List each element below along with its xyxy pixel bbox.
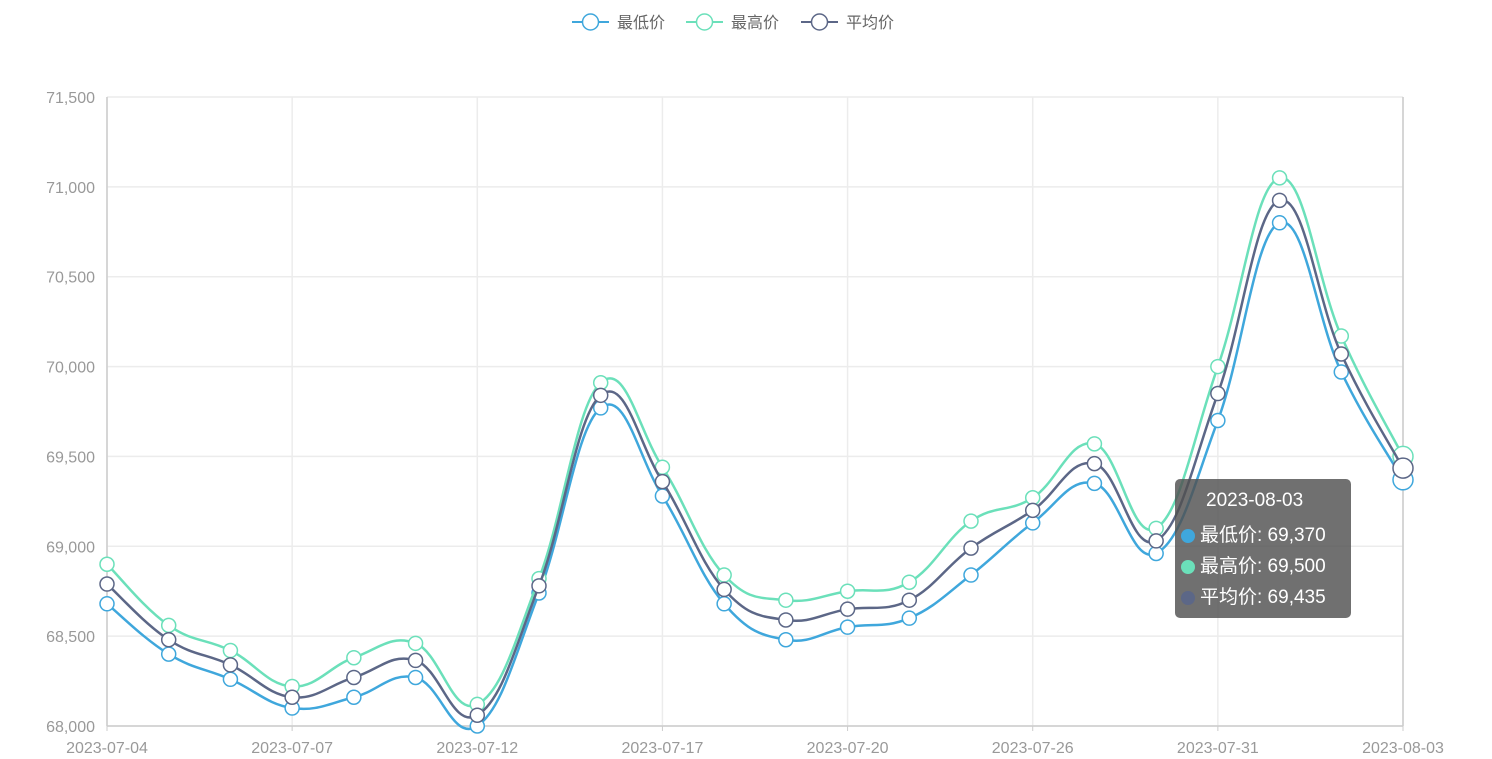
- data-point[interactable]: [469, 707, 486, 723]
- y-tick-label: 71,000: [46, 180, 95, 197]
- x-tick-label: 2023-08-03: [1362, 740, 1444, 757]
- data-point[interactable]: [407, 669, 424, 686]
- tooltip: 2023-08-03 最低价: 69,370 最高价: 69,500 平均价: …: [1175, 479, 1351, 618]
- data-point[interactable]: [407, 635, 424, 652]
- tooltip-row-max: 最高价: 69,500: [1181, 551, 1351, 582]
- data-point[interactable]: [222, 657, 239, 673]
- data-point[interactable]: [839, 583, 856, 599]
- legend-label: 最高价: [731, 14, 779, 32]
- data-point[interactable]: [654, 473, 671, 490]
- tooltip-row-label: 最低价: 69,370: [1200, 525, 1326, 546]
- data-point[interactable]: [160, 617, 177, 634]
- x-tick-label: 2023-07-31: [1177, 740, 1259, 757]
- series-min-line: [106, 221, 1405, 731]
- data-point[interactable]: [222, 642, 239, 659]
- data-point[interactable]: [1210, 358, 1226, 375]
- data-point[interactable]: [963, 513, 979, 529]
- data-point[interactable]: [407, 652, 424, 669]
- legend-swatch-marker: [581, 13, 600, 31]
- series-color-dot: [1181, 559, 1195, 574]
- y-tick-label: 69,500: [46, 449, 95, 466]
- data-point[interactable]: [839, 601, 856, 617]
- y-tick-label: 71,500: [46, 90, 95, 107]
- data-point[interactable]: [346, 669, 362, 686]
- legend[interactable]: 最低价 最高价 平均价: [572, 13, 894, 32]
- series-layer: [99, 170, 1414, 734]
- series-max-line: [106, 176, 1405, 708]
- data-point[interactable]: [839, 619, 856, 635]
- data-point[interactable]: [901, 610, 918, 626]
- tooltip-row-label: 平均价: 69,435: [1200, 587, 1326, 608]
- x-tick-label: 2023-07-12: [436, 740, 518, 757]
- legend-swatch-marker: [810, 13, 829, 31]
- tooltip-row-label: 最高价: 69,500: [1200, 556, 1326, 577]
- y-tick-label: 69,000: [46, 539, 95, 556]
- series-color-dot: [1181, 590, 1195, 605]
- data-point[interactable]: [160, 631, 177, 648]
- data-point[interactable]: [222, 671, 239, 688]
- y-tick-label: 70,500: [46, 270, 95, 287]
- legend-label: 最低价: [617, 14, 665, 32]
- data-point[interactable]: [1024, 502, 1041, 519]
- data-point[interactable]: [1271, 192, 1288, 209]
- data-point[interactable]: [531, 578, 547, 594]
- data-point[interactable]: [346, 649, 362, 666]
- y-tick-label: 68,000: [46, 719, 95, 736]
- data-point[interactable]: [99, 556, 115, 573]
- series-avg-line: [106, 199, 1405, 719]
- legend-swatch-marker: [695, 13, 714, 31]
- data-point[interactable]: [778, 592, 794, 608]
- data-point[interactable]: [1210, 412, 1226, 429]
- data-point[interactable]: [1333, 364, 1350, 380]
- data-point[interactable]: [1392, 457, 1414, 479]
- data-point[interactable]: [716, 596, 732, 612]
- data-point[interactable]: [901, 592, 918, 608]
- y-tick-label: 70,000: [46, 360, 95, 377]
- data-point[interactable]: [284, 689, 300, 705]
- data-point[interactable]: [1086, 455, 1103, 472]
- tooltip-row-avg: 平均价: 69,435: [1181, 582, 1351, 613]
- data-point[interactable]: [901, 574, 918, 590]
- data-point[interactable]: [99, 576, 115, 592]
- x-tick-label: 2023-07-04: [66, 740, 148, 757]
- data-point[interactable]: [99, 596, 115, 612]
- data-point[interactable]: [346, 689, 362, 705]
- x-tick-label: 2023-07-17: [622, 740, 704, 757]
- data-point[interactable]: [1086, 436, 1103, 452]
- x-tick-label: 2023-07-20: [807, 740, 889, 757]
- legend-item-min[interactable]: 最低价: [572, 13, 665, 32]
- grid-lines: [106, 96, 1404, 727]
- legend-item-avg[interactable]: 平均价: [801, 13, 894, 32]
- x-tick-label: 2023-07-26: [992, 740, 1074, 757]
- tooltip-title: 2023-08-03: [1206, 490, 1304, 511]
- axes: [106, 97, 1404, 731]
- data-point[interactable]: [778, 631, 794, 648]
- data-point[interactable]: [592, 387, 609, 404]
- data-point[interactable]: [716, 567, 732, 583]
- data-point[interactable]: [1086, 475, 1103, 492]
- data-point[interactable]: [778, 612, 794, 628]
- data-point[interactable]: [1210, 385, 1226, 402]
- data-point[interactable]: [160, 646, 177, 662]
- data-point[interactable]: [1333, 346, 1350, 362]
- x-tick-label: 2023-07-07: [251, 740, 333, 757]
- legend-item-max[interactable]: 最高价: [686, 13, 779, 32]
- data-point[interactable]: [1271, 170, 1288, 186]
- legend-label: 平均价: [846, 14, 894, 32]
- x-axis-tick-labels: 2023-07-04 2023-07-07 2023-07-12 2023-07-17…: [66, 740, 1444, 757]
- tooltip-row-min: 最低价: 69,370: [1181, 520, 1351, 551]
- data-point[interactable]: [963, 540, 979, 556]
- data-point[interactable]: [963, 567, 979, 583]
- data-point[interactable]: [1271, 215, 1288, 231]
- y-tick-label: 68,500: [46, 629, 95, 646]
- series-avg: [99, 192, 1414, 723]
- data-point[interactable]: [1148, 533, 1164, 549]
- data-point[interactable]: [716, 581, 732, 598]
- series-color-dot: [1181, 528, 1195, 543]
- y-axis-tick-labels: 68,000 68,500 69,000 69,500 70,000 70,500 71,0…: [46, 90, 95, 736]
- series-min: [99, 215, 1414, 734]
